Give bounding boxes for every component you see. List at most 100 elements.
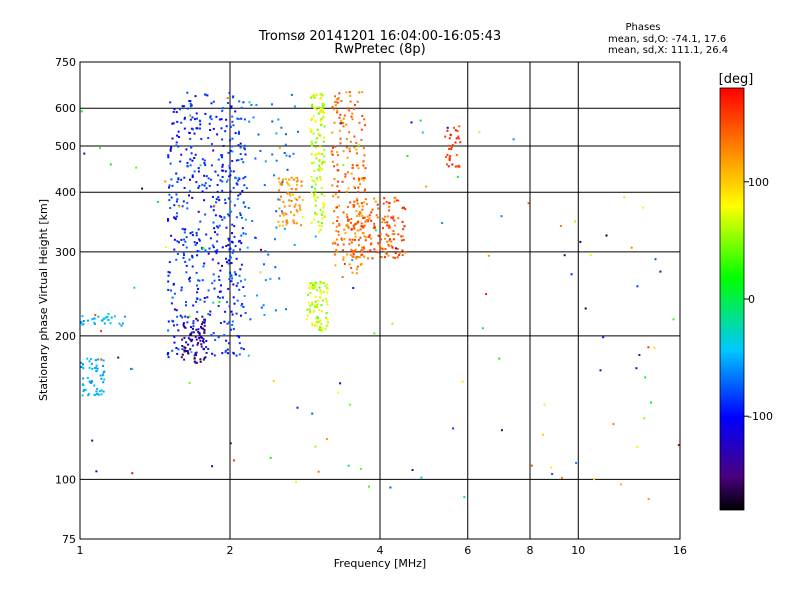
data-point [203, 329, 206, 331]
data-point [231, 251, 234, 254]
data-point [167, 356, 170, 359]
data-point [326, 324, 329, 327]
data-point [186, 165, 189, 168]
data-point [197, 287, 200, 290]
data-point [315, 152, 318, 155]
data-point [241, 190, 244, 192]
data-point [363, 154, 366, 157]
data-point [322, 291, 325, 293]
data-point [351, 271, 354, 274]
data-point [199, 339, 202, 342]
data-point [366, 215, 369, 218]
data-point [358, 256, 361, 259]
data-point [285, 154, 288, 157]
data-point [157, 201, 159, 203]
data-point [232, 124, 235, 127]
data-point [358, 213, 361, 216]
data-point [309, 311, 312, 314]
data-point [321, 94, 324, 97]
data-point [209, 237, 212, 240]
data-point [388, 209, 390, 212]
data-point [228, 305, 231, 308]
data-point [240, 216, 243, 219]
data-point [93, 384, 96, 387]
data-point [171, 122, 174, 125]
data-point [169, 101, 172, 104]
data-point [194, 353, 197, 356]
data-point [296, 179, 299, 182]
data-point [167, 154, 170, 157]
data-point [177, 206, 180, 208]
data-point [280, 195, 282, 198]
data-point [336, 98, 339, 101]
data-point [351, 118, 354, 121]
data-point [172, 110, 175, 113]
data-point [227, 102, 229, 104]
data-point [402, 238, 405, 241]
data-point [285, 178, 287, 181]
data-point [275, 159, 278, 162]
data-point [192, 304, 195, 307]
data-point [337, 391, 340, 394]
data-point [259, 149, 262, 152]
data-point [447, 165, 450, 168]
data-point [318, 164, 321, 167]
data-point [185, 301, 187, 304]
data-point [191, 231, 194, 234]
data-point [336, 185, 339, 188]
data-point [286, 181, 288, 184]
data-point [231, 324, 234, 326]
data-point [353, 200, 356, 203]
data-point [243, 295, 246, 297]
data-point [133, 286, 136, 289]
data-point [348, 147, 351, 150]
data-point [347, 226, 350, 229]
data-point [203, 318, 206, 321]
data-point [244, 233, 247, 235]
data-point [170, 178, 173, 181]
data-point [282, 200, 285, 203]
data-point [323, 103, 326, 106]
data-point [275, 132, 278, 135]
data-point [226, 178, 229, 181]
data-point [411, 469, 414, 471]
data-point [316, 179, 319, 182]
data-point [238, 240, 241, 243]
data-point [298, 206, 301, 209]
data-point [239, 214, 242, 216]
data-point [324, 297, 327, 300]
data-point [213, 204, 216, 207]
data-point [183, 254, 185, 257]
data-point [231, 115, 234, 118]
phase-box-title: Phases [625, 22, 660, 33]
data-point [168, 271, 171, 274]
y-tick-label: 100 [55, 473, 76, 486]
data-point [228, 214, 231, 217]
data-point [96, 387, 99, 390]
data-point [223, 216, 226, 219]
data-point [396, 247, 399, 250]
data-point [317, 299, 320, 302]
data-point [333, 121, 336, 124]
data-point [210, 333, 213, 336]
data-point [233, 271, 236, 274]
phase-box-o: mean, sd,O: -74.1, 17.6 [608, 34, 726, 45]
data-point [357, 191, 360, 194]
data-point [233, 204, 236, 207]
data-point [620, 483, 623, 486]
data-point [239, 268, 242, 271]
data-point [638, 354, 641, 356]
data-point [357, 186, 360, 189]
data-point [481, 327, 484, 330]
data-point [220, 127, 223, 130]
data-point [191, 159, 194, 162]
data-point [217, 174, 220, 177]
data-point [191, 128, 194, 131]
data-point [349, 201, 352, 204]
data-point [181, 105, 184, 108]
data-point [351, 112, 354, 115]
data-point [410, 121, 413, 124]
data-point [176, 181, 179, 183]
data-point [397, 233, 400, 236]
data-point [364, 220, 367, 223]
